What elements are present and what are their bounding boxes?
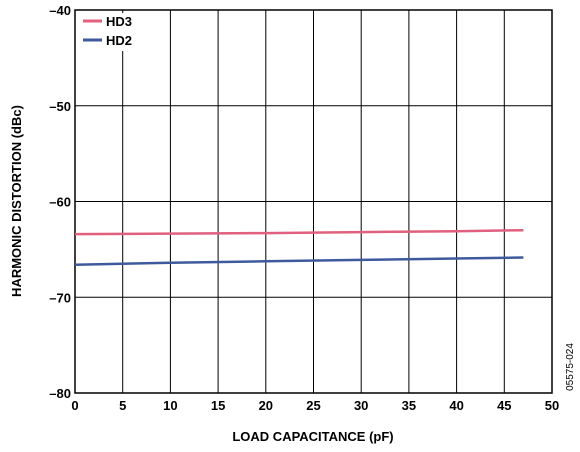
plot-frame <box>74 9 553 394</box>
figure-code: 05575-024 <box>565 343 576 391</box>
legend-background <box>78 13 140 51</box>
y-tick-label: –60 <box>49 195 71 210</box>
legend: HD3 HD2 <box>78 13 140 51</box>
series-layer <box>74 228 524 266</box>
x-tick-label: 15 <box>211 398 225 413</box>
grid <box>75 10 552 393</box>
x-tick-label: 30 <box>354 398 368 413</box>
x-tick-label: 5 <box>119 398 126 413</box>
series-line-hd2 <box>74 256 524 266</box>
y-tick-label: –80 <box>49 386 71 401</box>
x-tick-labels: 0 5 10 15 20 25 30 35 40 45 50 <box>71 398 559 413</box>
y-axis-label: HARMONIC DISTORTION (dBc) <box>9 105 24 297</box>
x-tick-label: 40 <box>449 398 463 413</box>
x-tick-label: 0 <box>71 398 78 413</box>
legend-label-hd2: HD2 <box>106 33 132 48</box>
y-tick-label: –50 <box>49 99 71 114</box>
series-line-hd3 <box>74 228 524 236</box>
x-tick-label: 10 <box>163 398 177 413</box>
x-tick-label: 50 <box>545 398 559 413</box>
y-tick-labels: –40 –50 –60 –70 –80 <box>49 3 71 401</box>
x-axis-label: LOAD CAPACITANCE (pF) <box>232 429 393 444</box>
x-tick-label: 45 <box>497 398 511 413</box>
x-tick-label: 25 <box>306 398 320 413</box>
legend-label-hd3: HD3 <box>106 14 132 29</box>
x-tick-label: 20 <box>259 398 273 413</box>
x-tick-label: 35 <box>402 398 416 413</box>
y-tick-label: –40 <box>49 3 71 18</box>
y-tick-label: –70 <box>49 290 71 305</box>
